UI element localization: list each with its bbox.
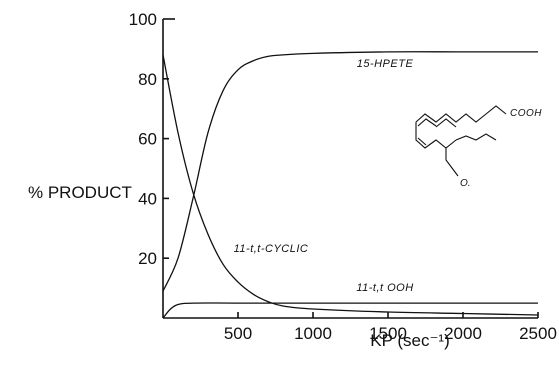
series-label-15-hpete: 15-HPETE — [357, 58, 414, 70]
series-label-11-tt-ooh: 11-t,t OOH — [356, 282, 413, 294]
series-line-15-hpete — [162, 51, 538, 292]
x-axis-label: KP (sec⁻¹) — [370, 331, 450, 350]
structure-cooh-label: COOH — [510, 108, 542, 119]
x-tick-label: 1000 — [294, 324, 332, 343]
series-line-11-tt-ooh — [162, 302, 538, 319]
y-tick-label: 80 — [138, 70, 157, 89]
x-tick-label: 2000 — [444, 324, 482, 343]
curve-labels: 15-HPETE 11-t,t-CYCLIC 11-t,t OOH — [234, 58, 414, 294]
y-tick-label: 20 — [138, 249, 157, 268]
peroxy-radical-label: O. — [460, 178, 471, 189]
series-lines — [162, 51, 539, 319]
x-tick-label: 2500 — [519, 324, 557, 343]
hpete-structure-drawing: O. — [415, 105, 507, 189]
x-tick-label: 1500 — [369, 324, 407, 343]
y-tick-label: 60 — [138, 130, 157, 149]
series-label-11-tt-cyclic: 11-t,t-CYCLIC — [234, 243, 309, 255]
y-tick-label: 40 — [138, 189, 157, 208]
ticks: 20 40 60 80 100 500 1000 1500 2000 2500 — [129, 10, 557, 343]
y-tick-label: 100 — [129, 10, 157, 29]
axes — [162, 18, 538, 319]
y-axis-label: % PRODUCT — [28, 183, 132, 202]
x-tick-label: 500 — [224, 324, 252, 343]
series-line-11-tt-cyclic — [162, 54, 539, 316]
